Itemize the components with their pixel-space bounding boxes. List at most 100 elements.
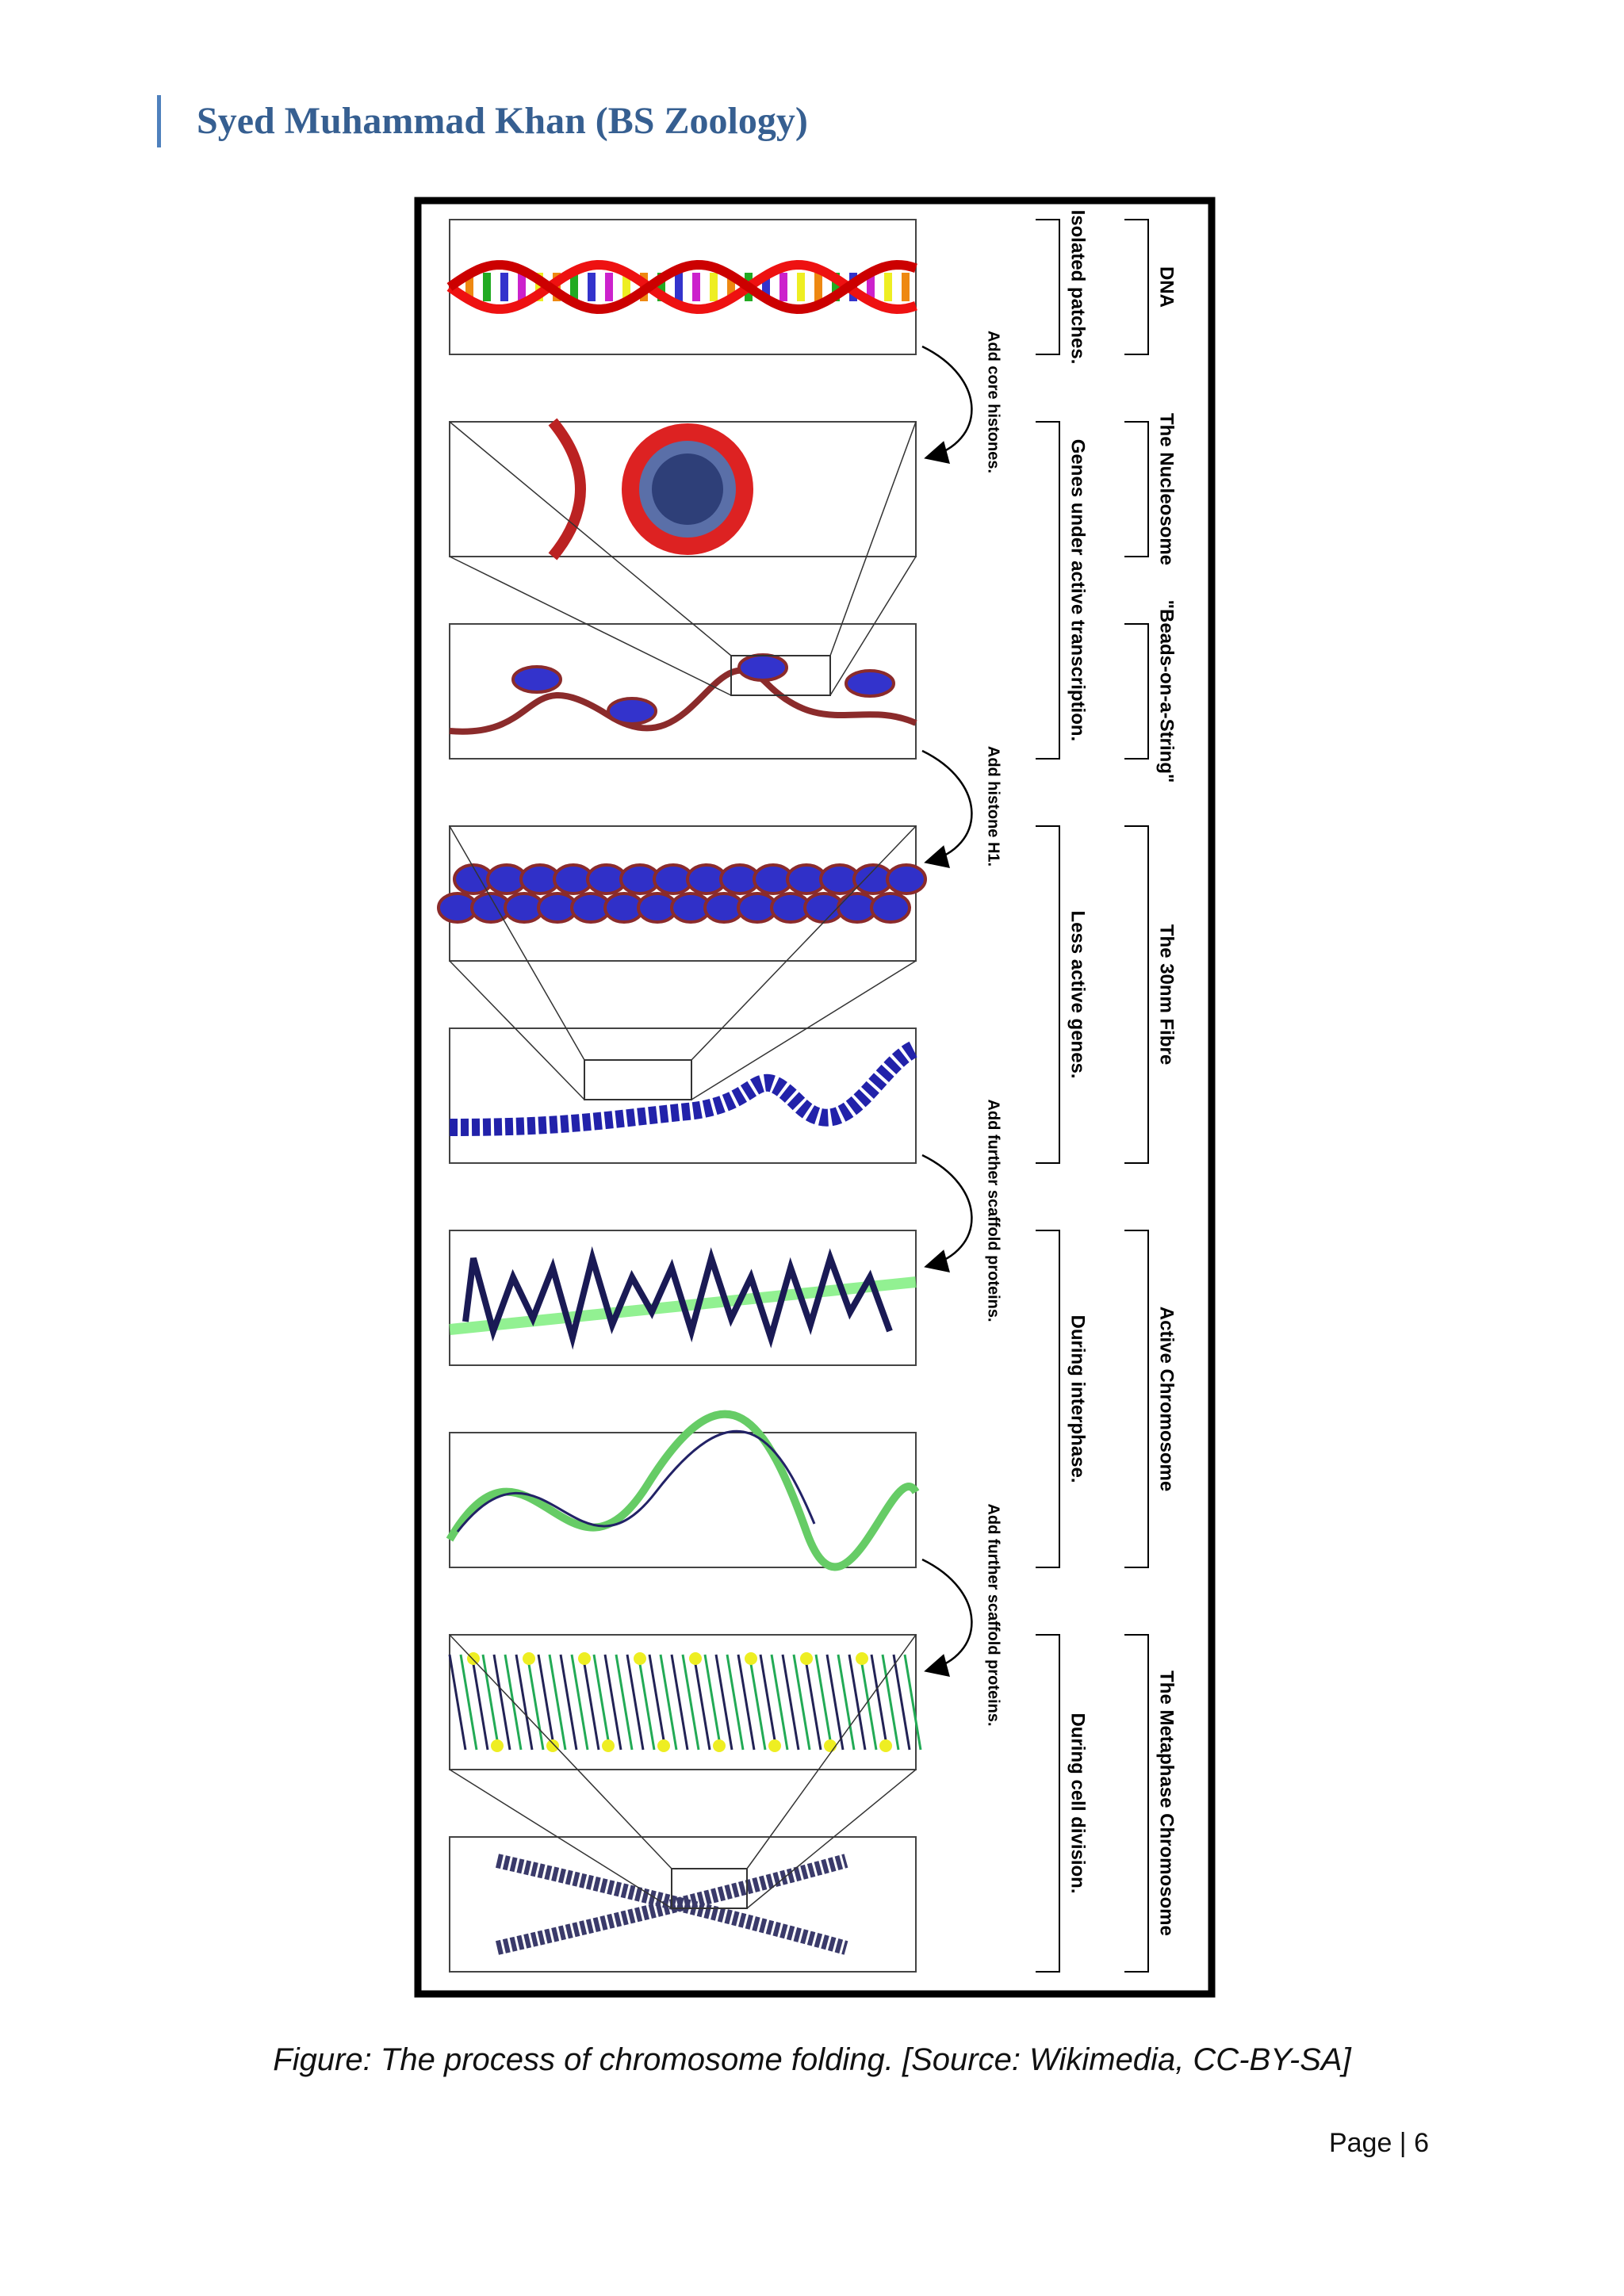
nucleosome-bead: [511, 665, 562, 694]
metaphase-fibre: [870, 1654, 889, 1751]
base-pair: [797, 273, 805, 301]
panel: [449, 1432, 917, 1568]
panel: [449, 1027, 917, 1164]
metaphase-fibre: [492, 1654, 511, 1751]
metaphase-fibre: [825, 1654, 845, 1751]
metaphase-fibre: [737, 1654, 756, 1751]
stage-label-bracket: [1124, 219, 1149, 355]
zoom-line: [746, 1634, 917, 1869]
metaphase-fibre: [570, 1654, 589, 1751]
caption: Figure: The process of chromosome foldin…: [273, 2042, 1351, 2077]
zoom-line: [449, 960, 585, 1100]
metaphase-fibre: [670, 1654, 689, 1751]
phase-label-bracket: [1036, 1230, 1060, 1568]
phase-label: During interphase.: [1067, 1314, 1089, 1483]
metaphase-fibre: [848, 1654, 867, 1751]
base-pair: [483, 273, 491, 301]
base-pair: [570, 273, 578, 301]
metaphase-fibre: [615, 1654, 634, 1751]
base-pair: [535, 273, 543, 301]
panel-art: [437, 863, 927, 924]
base-pair: [779, 273, 787, 301]
stage-label-bracket: [1124, 623, 1149, 760]
stage-label: The Metaphase Chromosome: [1156, 1670, 1178, 1936]
nucleosome-bead: [607, 697, 657, 725]
stage-label-bracket: [1124, 421, 1149, 557]
base-pair: [884, 273, 892, 301]
metaphase-fibre: [748, 1654, 767, 1751]
scaffold-protein: [689, 1652, 702, 1665]
scaffold-protein: [523, 1652, 535, 1665]
header-title: Syed Muhammad Khan (BS Zoology): [197, 100, 808, 142]
phase-label: During cell division.: [1067, 1712, 1089, 1893]
metaphase-fibre: [537, 1654, 556, 1751]
phase-label: Isolated patches.: [1067, 210, 1089, 365]
metaphase-fibre: [881, 1654, 900, 1751]
phase-label: Less active genes.: [1067, 910, 1089, 1078]
metaphase-fibre: [459, 1654, 478, 1751]
beads-string: [449, 667, 917, 735]
panel-art: [449, 1246, 917, 1350]
scaffold-protein: [546, 1739, 559, 1752]
metaphase-fibre: [637, 1654, 656, 1751]
panel: [449, 623, 917, 760]
base-pair: [675, 273, 683, 301]
chromatid: [495, 1854, 848, 1955]
fibre-bead: [886, 863, 927, 895]
metaphase-fibre: [759, 1654, 778, 1751]
step-label: Add histone H1.: [985, 746, 1002, 867]
metaphase-fibre: [603, 1654, 622, 1751]
step-arrow: [921, 1154, 973, 1273]
dna-strand: [446, 260, 917, 314]
zoom-line: [449, 421, 732, 656]
stage-label-bracket: [1124, 1634, 1149, 1973]
dna-strand: [446, 260, 917, 314]
metaphase-fibre: [726, 1654, 745, 1751]
chromatin-loops: [456, 1429, 816, 1533]
metaphase-fibre: [448, 1654, 467, 1751]
phase-label: Genes under active transcription.: [1067, 439, 1089, 741]
step-arrow: [921, 749, 973, 869]
metaphase-fibre: [626, 1654, 645, 1751]
zoom-line: [746, 1769, 917, 1909]
fibre-coil: [449, 1039, 921, 1136]
panel-art: [495, 1854, 848, 1955]
metaphase-fibre: [903, 1654, 922, 1751]
metaphase-fibre: [837, 1654, 856, 1751]
histone-detail: [652, 453, 723, 525]
base-pair: [622, 273, 630, 301]
header-bar: [157, 95, 161, 147]
step-arrow: [921, 345, 973, 465]
zoom-line: [449, 1769, 672, 1909]
scaffold-protein: [634, 1652, 646, 1665]
zoom-line: [449, 1634, 672, 1869]
metaphase-fibre: [526, 1654, 545, 1751]
stage-label: The 30nm Fibre: [1156, 924, 1178, 1065]
metaphase-fibre: [892, 1654, 911, 1751]
stage-label: "Beads-on-a-String": [1156, 600, 1178, 783]
zoom-line: [449, 556, 732, 696]
stage-label: Active Chromosome: [1156, 1307, 1178, 1491]
stage-label-bracket: [1124, 825, 1149, 1164]
metaphase-fibre: [803, 1654, 822, 1751]
phase-label-bracket: [1036, 219, 1060, 355]
panel-art: [446, 260, 917, 314]
phase-label-bracket: [1036, 1634, 1060, 1973]
metaphase-fibre: [581, 1654, 600, 1751]
base-pair: [518, 273, 526, 301]
zoom-box: [730, 655, 831, 696]
phase-label-bracket: [1036, 825, 1060, 1164]
scaffold-protein: [602, 1739, 615, 1752]
base-pair: [657, 273, 665, 301]
chromatin-loops: [446, 1410, 920, 1571]
metaphase-fibre: [792, 1654, 811, 1751]
zoom-line: [829, 556, 917, 696]
base-pair: [832, 273, 840, 301]
page-number: Page | 6: [1328, 2128, 1429, 2158]
nucleosome-bead: [845, 669, 895, 698]
zoom-box: [584, 1059, 692, 1100]
metaphase-fibre: [714, 1654, 733, 1751]
panel-art: [446, 1410, 920, 1571]
